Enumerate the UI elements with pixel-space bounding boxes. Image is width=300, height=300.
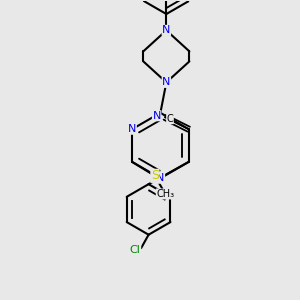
Text: N: N: [156, 173, 165, 183]
Text: N: N: [162, 77, 170, 87]
Text: N: N: [162, 26, 170, 35]
Text: N: N: [152, 111, 161, 121]
Text: N: N: [128, 124, 136, 134]
Text: CH₃: CH₃: [156, 189, 174, 199]
Text: C: C: [167, 114, 173, 124]
Text: Cl: Cl: [130, 244, 141, 255]
Text: S: S: [151, 169, 159, 182]
